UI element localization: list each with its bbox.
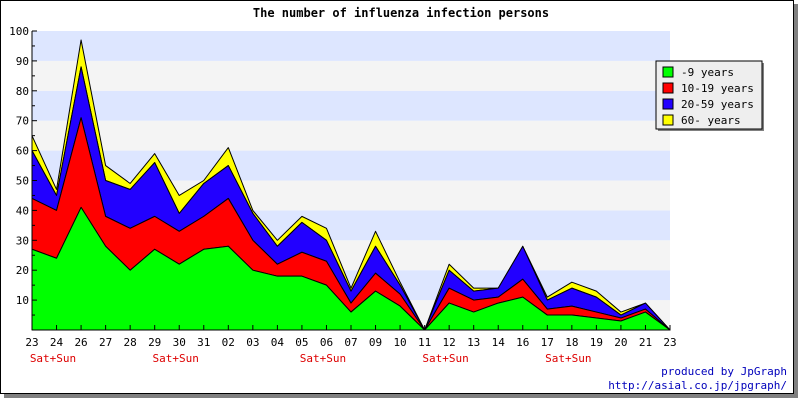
- chart-frame: The number of influenza infection person…: [0, 0, 794, 394]
- y-tick-label: 50: [16, 175, 29, 188]
- legend-label: 10-19 years: [681, 82, 754, 95]
- x-tick-label: 02: [222, 336, 235, 349]
- x-tick-label: 29: [148, 336, 161, 349]
- x-tick-label: 16: [516, 336, 529, 349]
- y-tick-label: 80: [16, 85, 29, 98]
- x-tick-label: 31: [197, 336, 210, 349]
- legend-label: 20-59 years: [681, 98, 754, 111]
- y-tick-label: 100: [9, 25, 29, 38]
- weekend-label: Sat+Sun: [153, 352, 199, 365]
- credit-line-2[interactable]: http://asial.co.jp/jpgraph/: [608, 379, 787, 392]
- grid-band: [32, 60, 670, 91]
- x-tick-label: 17: [541, 336, 554, 349]
- weekend-label: Sat+Sun: [300, 352, 346, 365]
- x-tick-label: 28: [124, 336, 137, 349]
- x-tick-label: 24: [50, 336, 64, 349]
- weekend-label: Sat+Sun: [30, 352, 76, 365]
- x-tick-label: 11: [418, 336, 431, 349]
- x-tick-label: 04: [271, 336, 285, 349]
- x-tick-label: 06: [320, 336, 333, 349]
- axes: 10 20 30 40 50 60 70 80 90 100 23 24 26 27 28 29 30 31 02 0…: [9, 25, 677, 365]
- x-tick-label: 30: [173, 336, 186, 349]
- legend-swatch: [662, 114, 674, 126]
- x-tick-label: 07: [344, 336, 357, 349]
- y-tick-label: 70: [16, 115, 29, 128]
- y-tick-label: 40: [16, 204, 29, 217]
- x-tick-label: 23: [25, 336, 38, 349]
- x-tick-label: 05: [295, 336, 308, 349]
- x-tick-label: 03: [246, 336, 259, 349]
- x-tick-label: 26: [74, 336, 87, 349]
- x-tick-label: 21: [639, 336, 652, 349]
- y-tick-label: 10: [16, 294, 29, 307]
- x-tick-label: 27: [99, 336, 112, 349]
- legend: -9 years 10-19 years 20-59 years 60- years: [655, 60, 764, 131]
- x-tick-label: 18: [565, 336, 578, 349]
- legend-label: 60- years: [681, 114, 741, 127]
- chart-title: The number of influenza infection person…: [253, 6, 549, 20]
- weekend-label: Sat+Sun: [422, 352, 468, 365]
- legend-label: -9 years: [681, 66, 734, 79]
- legend-box: [655, 60, 763, 130]
- x-tick-label: 12: [443, 336, 456, 349]
- y-tick-label: 20: [16, 264, 29, 277]
- grid-band: [32, 120, 670, 151]
- legend-swatch: [662, 82, 674, 94]
- x-tick-label: 20: [614, 336, 627, 349]
- y-tick-label: 60: [16, 145, 29, 158]
- grid-band: [32, 90, 670, 121]
- x-tick-label: 09: [369, 336, 382, 349]
- influenza-chart: The number of influenza infection person…: [9, 6, 787, 392]
- legend-swatch: [662, 98, 674, 110]
- x-tick-label: 23: [663, 336, 676, 349]
- y-tick-label: 90: [16, 55, 29, 68]
- y-tick-label: 30: [16, 234, 29, 247]
- credit-line-1: produced by JpGraph: [661, 365, 787, 378]
- x-tick-label: 19: [590, 336, 603, 349]
- grid-band: [32, 150, 670, 181]
- x-tick-label: 10: [393, 336, 406, 349]
- grid-band: [32, 31, 670, 61]
- legend-swatch: [662, 66, 674, 78]
- x-tick-label: 13: [467, 336, 480, 349]
- weekend-label: Sat+Sun: [545, 352, 591, 365]
- x-tick-label: 14: [492, 336, 506, 349]
